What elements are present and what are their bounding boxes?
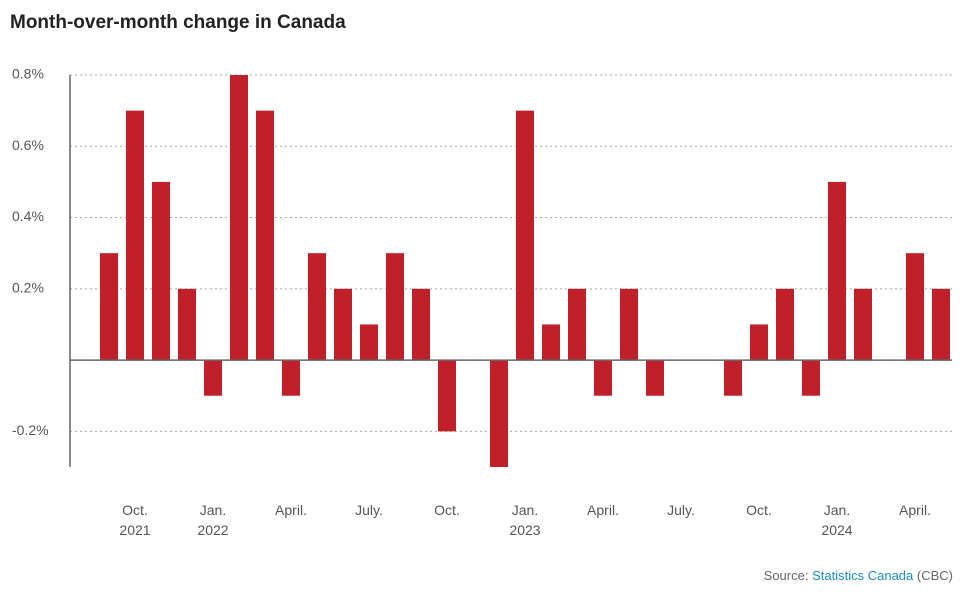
bar bbox=[854, 288, 872, 361]
bar bbox=[750, 324, 768, 361]
x-tick-label: Jan. 2023 bbox=[509, 502, 541, 538]
x-tick-label: Jan. 2022 bbox=[197, 502, 229, 538]
x-tick-label: July. bbox=[355, 502, 383, 518]
source-prefix: Source: bbox=[763, 568, 809, 583]
bar bbox=[906, 253, 924, 361]
bar bbox=[516, 110, 534, 361]
x-tick-label: July. bbox=[667, 502, 695, 518]
bar bbox=[282, 360, 300, 396]
x-tick-label: April. bbox=[275, 502, 307, 518]
bar bbox=[386, 253, 404, 361]
bar bbox=[620, 288, 638, 361]
x-tick-label: Oct. bbox=[434, 502, 460, 518]
y-tick-label: 0.8% bbox=[12, 66, 44, 82]
bar bbox=[204, 360, 222, 396]
bar bbox=[100, 253, 118, 361]
bar bbox=[360, 324, 378, 361]
y-tick-label: 0.2% bbox=[12, 280, 44, 296]
x-tick-label: April. bbox=[899, 502, 931, 518]
chart-title: Month-over-month change in Canada bbox=[10, 12, 346, 33]
bar bbox=[230, 75, 248, 361]
bar bbox=[828, 181, 846, 361]
bar bbox=[334, 288, 352, 361]
bar bbox=[152, 181, 170, 361]
bar bbox=[256, 110, 274, 361]
x-tick-label: Jan. 2024 bbox=[821, 502, 853, 538]
bar bbox=[776, 288, 794, 361]
x-tick-label: Oct. bbox=[746, 502, 772, 518]
bar bbox=[126, 110, 144, 361]
bar bbox=[802, 360, 820, 396]
bar bbox=[932, 288, 950, 361]
source-link[interactable]: Statistics Canada bbox=[812, 568, 914, 583]
bar bbox=[646, 360, 664, 396]
source: Source: Statistics Canada (CBC) bbox=[764, 568, 953, 583]
bar bbox=[178, 288, 196, 361]
x-tick-label: April. bbox=[587, 502, 619, 518]
bar bbox=[438, 360, 456, 432]
bar bbox=[594, 360, 612, 396]
bar bbox=[490, 360, 508, 467]
y-tick-label: 0.6% bbox=[12, 137, 44, 153]
y-tick-label: -0.2% bbox=[12, 422, 49, 438]
x-tick-label: Oct. 2021 bbox=[119, 502, 151, 538]
bar bbox=[724, 360, 742, 396]
bar bbox=[412, 288, 430, 361]
source-suffix: (CBC) bbox=[916, 568, 953, 583]
bar bbox=[308, 253, 326, 361]
bar bbox=[542, 324, 560, 361]
y-tick-label: 0.4% bbox=[12, 208, 44, 224]
bar bbox=[568, 288, 586, 361]
